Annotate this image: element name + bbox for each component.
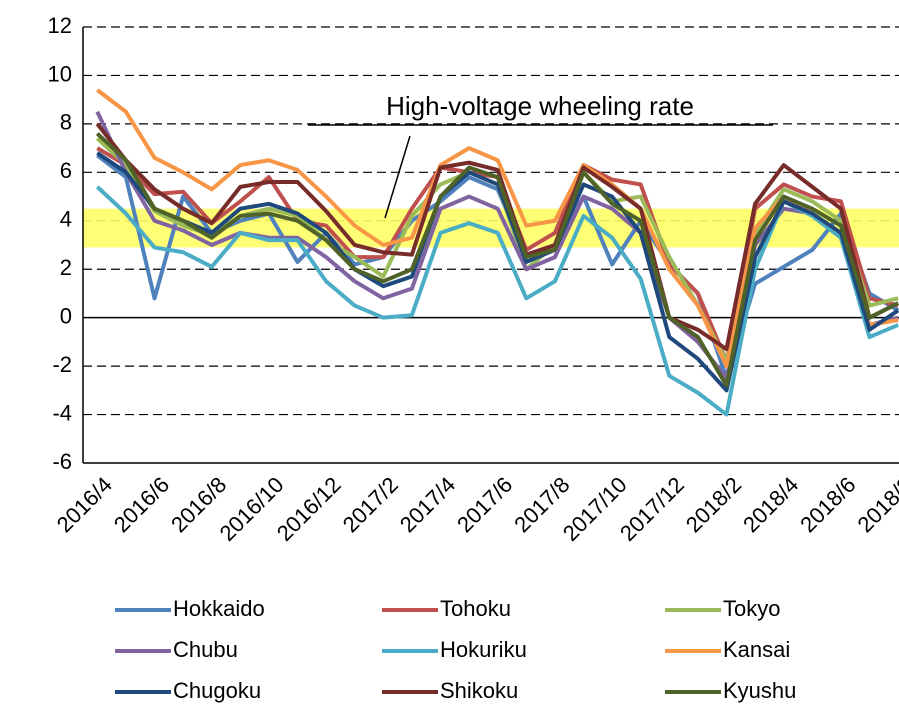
- legend-label: Chugoku: [173, 678, 261, 703]
- x-tick-label: 2018/8: [852, 472, 899, 537]
- y-tick-label: -6: [52, 449, 72, 474]
- x-tick-label: 2017/12: [615, 472, 689, 546]
- y-tick-label: 6: [60, 158, 72, 183]
- x-tick-label: 2018/2: [681, 472, 746, 537]
- series-line: [96, 151, 899, 393]
- y-tick-label: -4: [52, 400, 72, 425]
- x-tick-label: 2016/4: [52, 472, 117, 537]
- y-tick-label: 2: [60, 255, 72, 280]
- legend-label: Tohoku: [440, 596, 511, 621]
- x-tick-label: 2016/12: [272, 472, 346, 546]
- annotation: High-voltage wheeling rate: [386, 91, 694, 121]
- legend-label: Hokkaido: [173, 596, 265, 621]
- x-tick-label: 2018/4: [738, 472, 803, 537]
- legend-label: Tokyo: [723, 596, 780, 621]
- y-tick-label: 8: [60, 110, 72, 135]
- annotation-leader: [384, 135, 411, 219]
- x-tick-label: 2016/6: [109, 472, 174, 537]
- series-line: [95, 122, 899, 352]
- legend-label: Shikoku: [440, 678, 518, 703]
- x-tick-label: 2017/2: [338, 472, 403, 537]
- x-tick-label: 2017/6: [452, 472, 517, 537]
- series-line: [96, 88, 899, 369]
- y-tick-label: 12: [48, 13, 72, 38]
- legend-label: Chubu: [173, 637, 238, 662]
- plot-lines: [95, 88, 899, 417]
- y-tick-label: 4: [60, 207, 72, 232]
- x-tick-label: 2017/4: [395, 472, 460, 537]
- legend-label: Kyushu: [723, 678, 796, 703]
- x-tick-label: 2018/6: [795, 472, 860, 537]
- series-line: [95, 132, 899, 388]
- y-tick-label: -2: [52, 352, 72, 377]
- y-tick-label: 0: [60, 303, 72, 328]
- legend-label: Kansai: [723, 637, 790, 662]
- legend-label: Hokuriku: [440, 637, 527, 662]
- y-tick-label: 10: [48, 61, 72, 86]
- series-line: [95, 110, 899, 381]
- series-line: [95, 185, 899, 417]
